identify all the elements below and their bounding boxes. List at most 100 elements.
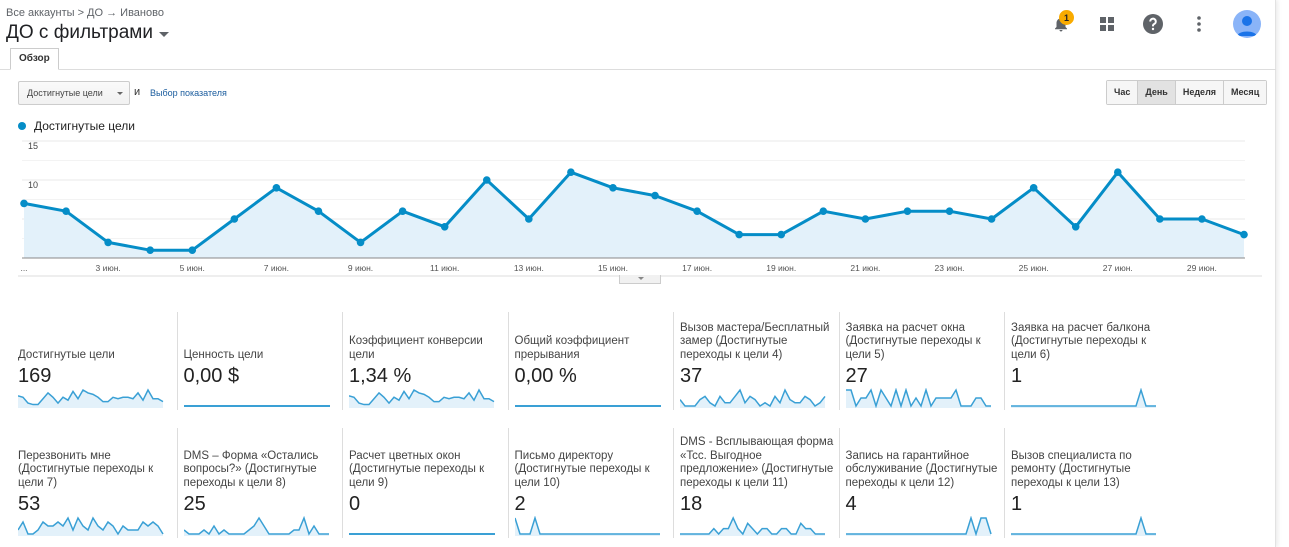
metric-card[interactable]: Коэффициент конверсии цели 1,34 % (342, 312, 511, 410)
tab-bar-divider (0, 69, 1276, 70)
data-point (440, 223, 449, 231)
period-hour-button[interactable]: Час (1107, 81, 1139, 104)
x-tick-label: 19 июн. (766, 263, 796, 273)
card-divider (342, 428, 343, 538)
x-tick-label: 23 июн. (935, 263, 965, 273)
metric-value: 37 (680, 365, 703, 387)
sparkline (514, 405, 661, 407)
x-tick-label: 9 июн. (348, 263, 373, 273)
chart-collapse-handle[interactable] (619, 275, 661, 284)
metric-card[interactable]: Заявка на расчет балкона (Достигнутые пе… (1004, 312, 1173, 410)
metric-card[interactable]: DMS – Форма «Остались вопросы?» (Достигн… (176, 428, 346, 538)
help-button[interactable] (1141, 12, 1165, 36)
and-label: и (134, 86, 141, 98)
x-tick-label: 13 июн. (514, 263, 544, 273)
apps-grid-icon (1100, 17, 1114, 31)
sparkline-fill (349, 390, 494, 408)
metric-card[interactable]: Достигнутые цели 169 (18, 312, 180, 410)
x-tick-label: 7 июн. (264, 263, 289, 273)
metric-value: 0,00 % (514, 365, 577, 387)
metric-card[interactable]: Вызов специалиста по ремонту (Достигнуты… (1004, 428, 1173, 538)
tab-overview[interactable]: Обзор (10, 48, 59, 70)
metric-card[interactable]: Запись на гарантийное обслуживание (Дост… (838, 428, 1008, 538)
card-divider (1004, 428, 1005, 538)
card-divider (838, 312, 840, 410)
metric-label: DMS – Форма «Остались вопросы?» (Достигн… (183, 449, 319, 489)
card-divider (507, 312, 509, 410)
breadcrumb[interactable]: Все аккаунты > ДО → Иваново (6, 7, 164, 19)
view-selector[interactable]: ДО с фильтрами (6, 22, 169, 44)
sparkline (1011, 388, 1156, 408)
metric-label: Заявка на расчет балкона (Достигнутые пе… (1011, 321, 1151, 361)
metric-select[interactable]: Достигнутые цели (18, 81, 130, 105)
sparkline-line (1011, 516, 1156, 535)
account-avatar[interactable] (1233, 10, 1261, 38)
sparkline (18, 388, 164, 408)
metric-select-value: Достигнутые цели (27, 88, 103, 98)
metric-card[interactable]: Письмо директору (Достигнутые переходы к… (507, 428, 677, 538)
metric-value: 169 (18, 365, 52, 387)
data-point (903, 207, 912, 215)
y-tick-label: 10 (28, 180, 38, 190)
metric-value: 53 (18, 493, 41, 515)
top-toolbar: 1 (1049, 10, 1261, 38)
x-tick-label: ... (20, 263, 27, 273)
sparkline (1011, 516, 1156, 536)
metric-label: DMS - Всплывающая форма «Tcc. Выгодное п… (680, 436, 834, 489)
metric-label: Перезвонить мне (Достигнутые переходы к … (18, 449, 154, 489)
data-point (230, 215, 239, 223)
data-point (188, 246, 197, 254)
sparkline-line (845, 388, 991, 408)
card-divider (1004, 312, 1005, 410)
data-point (1198, 215, 1206, 223)
data-point (651, 191, 659, 200)
metric-card[interactable]: DMS - Всплывающая форма «Tcc. Выгодное п… (673, 428, 842, 538)
metric-value: 4 (845, 493, 857, 515)
sparkline (680, 388, 826, 408)
card-divider (838, 428, 840, 538)
sparkline (845, 388, 991, 408)
page-title: ДО с фильтрами (6, 22, 153, 43)
metric-value: 18 (680, 493, 703, 515)
data-point (819, 207, 828, 215)
sparkline-line (18, 388, 164, 406)
metric-label: Вызов мастера/Бесплатный замер (Достигну… (680, 321, 830, 361)
data-point (609, 184, 617, 192)
metric-card[interactable]: Общий коэффициент прерывания 0,00 % (507, 312, 677, 410)
metric-value: 1 (1011, 493, 1023, 515)
x-tick-label: 17 июн. (682, 263, 712, 273)
sparkline (514, 516, 660, 536)
data-point (945, 207, 954, 215)
more-menu-button[interactable] (1187, 12, 1211, 36)
sparkline (349, 533, 495, 535)
metric-card[interactable]: Перезвонить мне (Достигнутые переходы к … (18, 428, 180, 538)
sparkline (183, 405, 330, 407)
choose-metric-link[interactable]: Выбор показателя (150, 88, 227, 98)
data-point (482, 176, 491, 184)
period-toggle: Час День Неделя Месяц (1106, 80, 1268, 105)
sparkline-fill (18, 390, 163, 408)
metric-card[interactable]: Ценность цели 0,00 $ (176, 312, 346, 410)
data-point (1113, 168, 1122, 176)
period-day-button[interactable]: День (1138, 81, 1176, 104)
data-point (1156, 215, 1164, 223)
sparkline-line (349, 388, 495, 406)
metric-card[interactable]: Заявка на расчет окна (Достигнутые перех… (838, 312, 1008, 410)
metric-label: Достигнутые цели (18, 348, 115, 361)
card-divider (176, 312, 178, 410)
period-week-button[interactable]: Неделя (1175, 81, 1225, 104)
sparkline-line (18, 516, 164, 536)
metric-card[interactable]: Расчет цветных окон (Достигнутые переход… (342, 428, 511, 538)
period-month-button[interactable]: Месяц (1224, 81, 1267, 104)
data-point (20, 199, 28, 208)
data-point (693, 207, 701, 215)
sparkline-line (680, 388, 826, 408)
x-tick-label: 29 июн. (1187, 263, 1217, 273)
data-point (272, 184, 281, 192)
sparkline-line (845, 516, 992, 536)
notifications-button[interactable]: 1 (1049, 10, 1074, 36)
legend-dot-icon (18, 122, 26, 130)
metric-card[interactable]: Вызов мастера/Бесплатный замер (Достигну… (673, 312, 842, 410)
apps-button[interactable] (1095, 12, 1119, 36)
sparkline-line (183, 516, 329, 536)
